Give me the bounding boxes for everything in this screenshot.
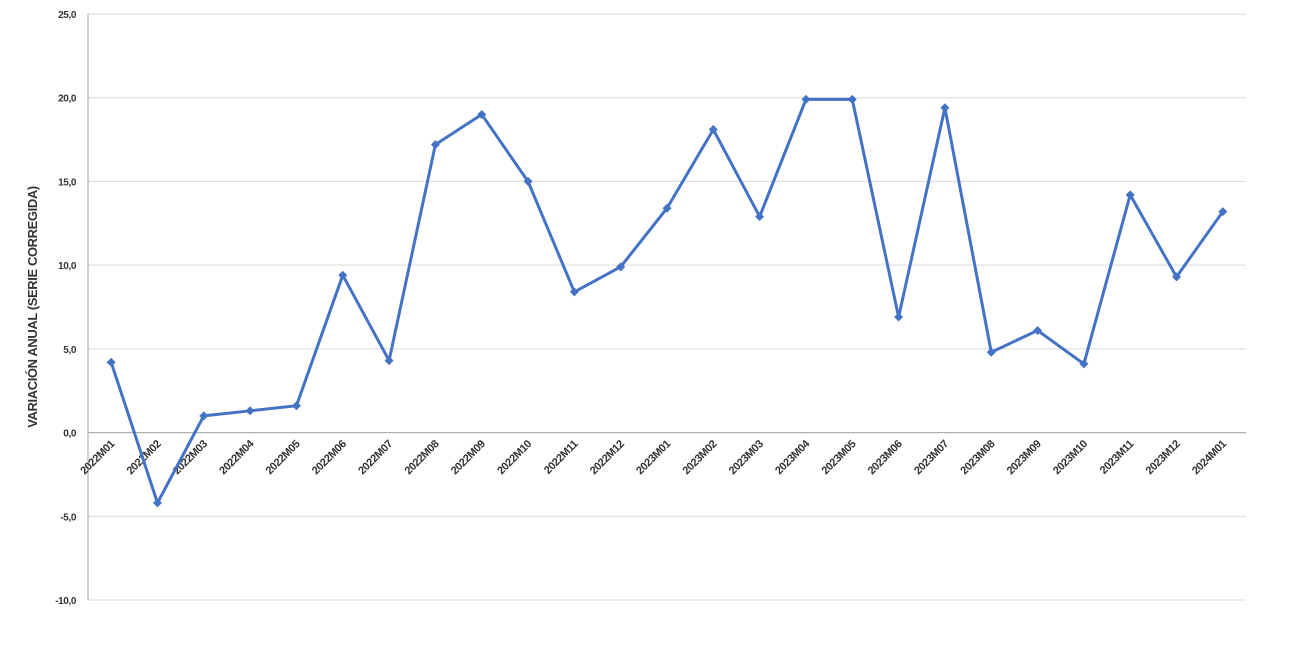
marker (708, 125, 718, 135)
marker (569, 287, 579, 297)
marker (847, 94, 857, 104)
marker (755, 212, 765, 222)
marker (986, 347, 996, 357)
x-tick-label: 2023M10 (1051, 438, 1090, 477)
x-tick-label: 2022M01 (78, 438, 117, 477)
x-tick-label: 2022M06 (310, 438, 349, 477)
marker (1172, 272, 1182, 282)
y-axis-title: VARIACIÓN ANUAL (SERIE CORREGIDA) (25, 186, 40, 428)
x-tick-label: 2022M02 (125, 438, 164, 477)
x-tick-label: 2023M05 (819, 438, 858, 477)
marker (1218, 207, 1228, 217)
marker (940, 103, 950, 113)
marker (477, 109, 487, 119)
x-tick-label: 2022M05 (264, 438, 303, 477)
x-tick-label: 2023M02 (680, 438, 719, 477)
y-tick-label: 20,0 (58, 94, 77, 105)
marker (1033, 325, 1043, 335)
x-tick-label: 2022M11 (542, 438, 581, 477)
x-tick-label: 2022M08 (403, 438, 442, 477)
marker (894, 312, 904, 322)
x-tick-label: 2023M01 (634, 438, 673, 477)
marker (245, 406, 255, 416)
marker (801, 94, 811, 104)
y-tick-label: 10,0 (58, 261, 77, 272)
x-tick-label: 2023M03 (727, 438, 766, 477)
marker (430, 140, 440, 150)
marker (106, 357, 116, 367)
x-tick-label: 2022M09 (449, 438, 488, 477)
marker (291, 401, 301, 411)
x-tick-label: 2022M07 (356, 438, 395, 477)
x-tick-label: 2023M07 (912, 438, 951, 477)
y-tick-label: -10,0 (55, 596, 77, 607)
x-tick-label: 2023M08 (958, 438, 997, 477)
x-tick-label: 2023M06 (866, 438, 905, 477)
y-tick-label: 15,0 (58, 177, 77, 188)
x-tick-label: 2024M01 (1190, 438, 1229, 477)
x-tick-label: 2022M04 (217, 437, 257, 477)
x-tick-label: 2023M12 (1144, 438, 1183, 477)
x-tick-label: 2023M11 (1098, 438, 1137, 477)
y-tick-label: 0,0 (63, 429, 77, 440)
marker (199, 411, 209, 421)
marker (152, 498, 162, 508)
marker (338, 270, 348, 280)
marker (523, 176, 533, 186)
y-tick-label: 5,0 (63, 345, 77, 356)
marker (1079, 359, 1089, 369)
x-tick-label: 2023M04 (773, 437, 813, 477)
x-tick-label: 2022M12 (588, 438, 627, 477)
y-tick-label: -5,0 (60, 512, 76, 523)
y-tick-label: 25,0 (58, 10, 77, 21)
marker (384, 356, 394, 366)
x-tick-label: 2022M10 (495, 438, 534, 477)
marker (662, 203, 672, 213)
marker (1125, 190, 1135, 200)
x-tick-label: 2023M09 (1005, 438, 1044, 477)
marker (616, 262, 626, 272)
